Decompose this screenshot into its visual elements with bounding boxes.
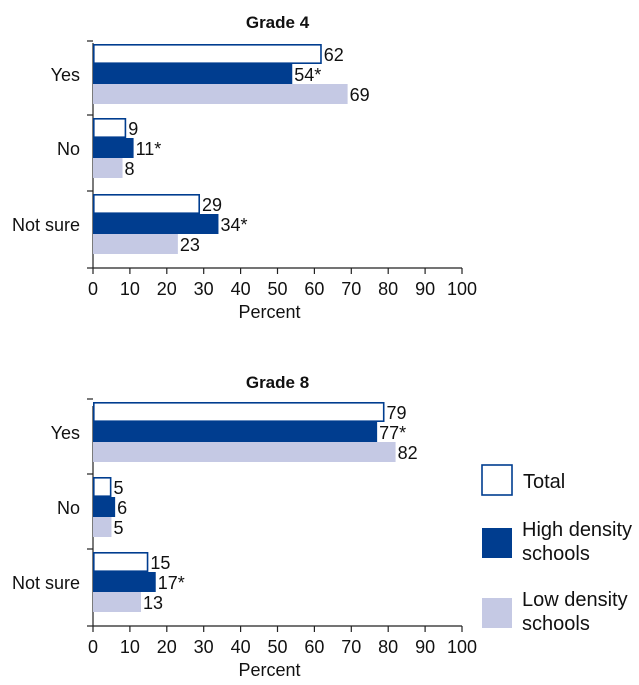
- bar: [93, 234, 178, 254]
- data-label: 62: [324, 45, 344, 65]
- x-tick-label: 20: [157, 279, 177, 299]
- data-label: 9: [128, 119, 138, 139]
- legend-label: schools: [522, 613, 590, 635]
- category-label: Yes: [51, 65, 80, 85]
- bar: [93, 592, 141, 612]
- x-tick-label: 40: [231, 279, 251, 299]
- bar: [93, 517, 112, 537]
- x-tick-label: 10: [120, 637, 140, 657]
- bar: [93, 43, 322, 64]
- x-tick-label: 90: [415, 637, 435, 657]
- legend-label: schools: [522, 543, 590, 565]
- x-tick-label: 40: [231, 637, 251, 657]
- data-label: 11*: [136, 139, 162, 159]
- bar: [93, 214, 219, 234]
- category-label: Not sure: [12, 215, 80, 235]
- data-label: 69: [350, 85, 370, 105]
- chart-title: Grade 4: [246, 13, 310, 32]
- category-label: No: [57, 498, 80, 518]
- x-tick-label: 30: [194, 279, 214, 299]
- category-label: No: [57, 139, 80, 159]
- data-label: 5: [113, 478, 123, 498]
- legend-swatch: [482, 528, 512, 558]
- data-label: 79: [387, 403, 407, 423]
- x-tick-label: 10: [120, 279, 140, 299]
- bar: [93, 572, 156, 592]
- category-label: Yes: [51, 423, 80, 443]
- bar: [93, 401, 385, 422]
- x-tick-label: 70: [341, 279, 361, 299]
- data-label: 8: [125, 159, 135, 179]
- bar: [93, 422, 378, 442]
- x-axis-title: Percent: [238, 660, 300, 680]
- bar: [93, 442, 396, 462]
- x-axis-title: Percent: [238, 302, 300, 322]
- x-tick-label: 60: [304, 637, 324, 657]
- x-tick-label: 30: [194, 637, 214, 657]
- legend-label: Low density: [522, 589, 628, 611]
- legend-swatch: [481, 464, 513, 496]
- legend-label: Total: [523, 471, 565, 493]
- x-tick-label: 70: [341, 637, 361, 657]
- bar: [93, 64, 293, 84]
- data-label: 17*: [158, 573, 185, 593]
- bar: [93, 551, 149, 572]
- bar: [93, 158, 123, 178]
- data-label: 15: [150, 553, 170, 573]
- x-tick-label: 80: [378, 279, 398, 299]
- x-tick-label: 80: [378, 637, 398, 657]
- x-tick-label: 50: [267, 279, 287, 299]
- chart-title: Grade 8: [246, 373, 309, 392]
- legend-swatch: [482, 598, 512, 628]
- x-tick-label: 100: [447, 279, 477, 299]
- x-tick-label: 50: [267, 637, 287, 657]
- x-tick-label: 90: [415, 279, 435, 299]
- x-tick-label: 0: [88, 279, 98, 299]
- data-label: 23: [180, 235, 200, 255]
- data-label: 5: [113, 518, 123, 538]
- bar: [93, 118, 127, 139]
- data-label: 34*: [220, 215, 247, 235]
- x-tick-label: 100: [447, 637, 477, 657]
- x-tick-label: 60: [304, 279, 324, 299]
- data-label: 77*: [379, 423, 406, 443]
- bar: [93, 84, 348, 104]
- data-label: 6: [117, 498, 127, 518]
- x-tick-label: 20: [157, 637, 177, 657]
- data-label: 54*: [294, 65, 321, 85]
- data-label: 29: [202, 195, 222, 215]
- data-label: 13: [143, 593, 163, 613]
- category-label: Not sure: [12, 573, 80, 593]
- bar: [93, 138, 134, 158]
- bar: [93, 194, 201, 215]
- legend-label: High density: [522, 519, 632, 541]
- bar: [93, 497, 116, 517]
- x-tick-label: 0: [88, 637, 98, 657]
- bar: [93, 476, 112, 497]
- data-label: 82: [398, 443, 418, 463]
